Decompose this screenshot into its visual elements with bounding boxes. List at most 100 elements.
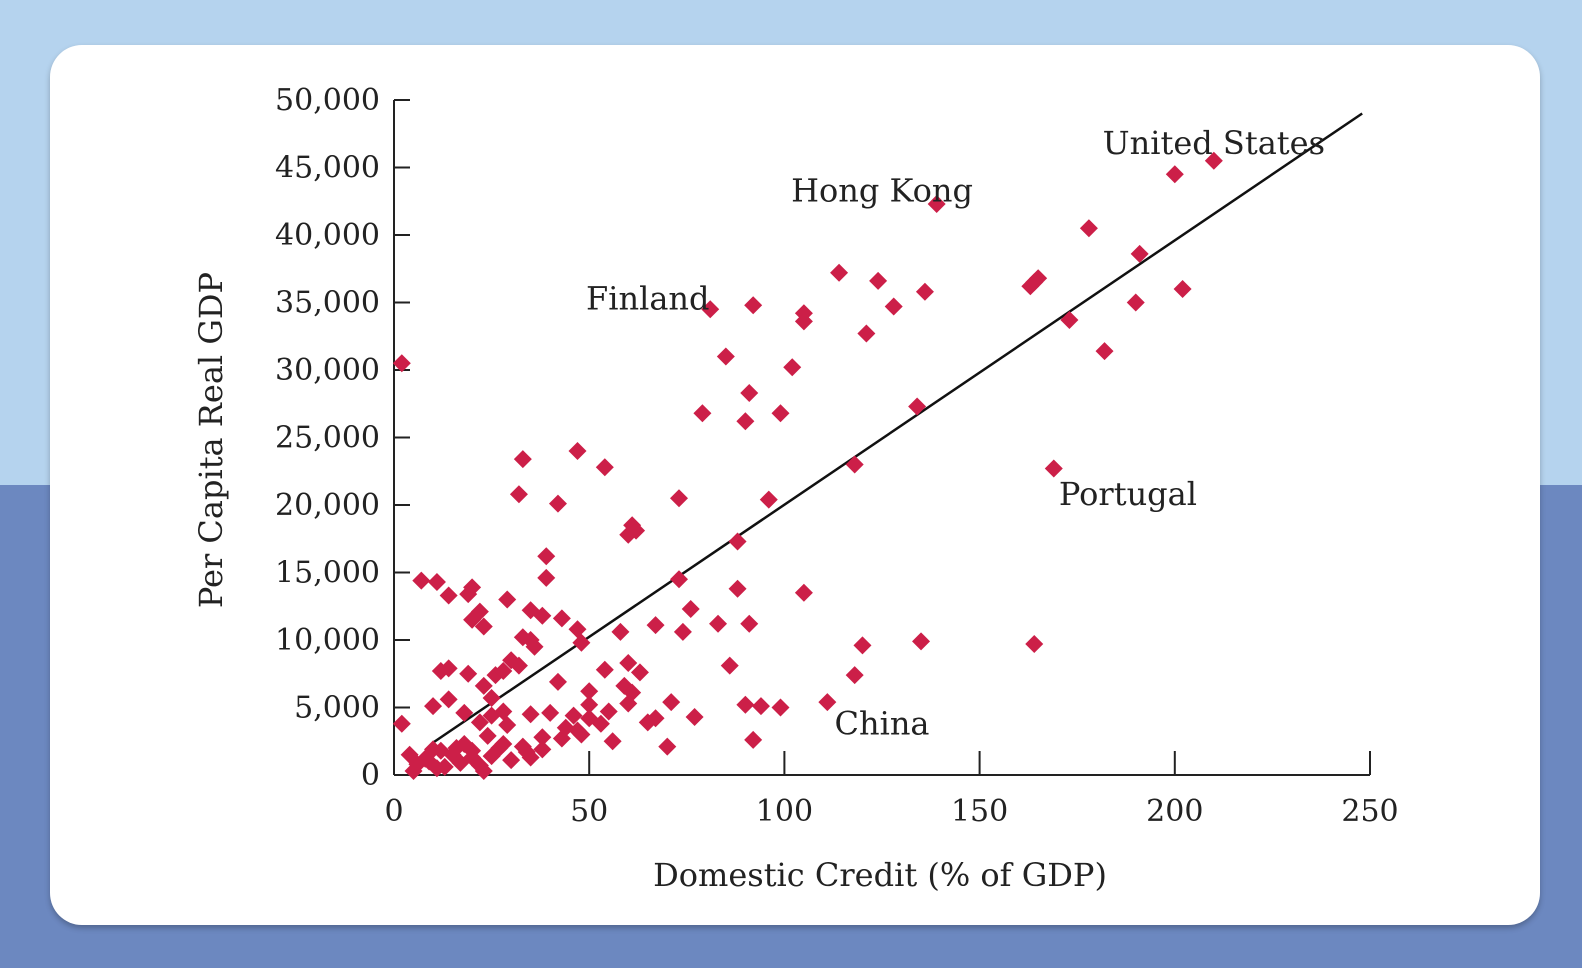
- data-point: [533, 728, 552, 747]
- data-point: [603, 732, 622, 751]
- data-point: [915, 282, 934, 301]
- data-point: [404, 761, 423, 780]
- data-point: [630, 663, 649, 682]
- data-point: [740, 383, 759, 402]
- y-tick-label: 10,000: [275, 623, 380, 658]
- data-point: [572, 725, 591, 744]
- x-tick-label: 0: [384, 794, 403, 829]
- data-point: [568, 620, 587, 639]
- data-point: [470, 713, 489, 732]
- data-point: [646, 616, 665, 635]
- annotation-label: Hong Kong: [791, 171, 973, 209]
- data-point: [509, 485, 528, 504]
- data-point: [1025, 635, 1044, 654]
- data-point: [669, 570, 688, 589]
- data-point: [771, 698, 790, 717]
- annotation-label: Portugal: [1059, 475, 1197, 513]
- data-point: [427, 759, 446, 778]
- data-point: [599, 702, 618, 721]
- data-points: [392, 151, 1223, 780]
- data-point: [1173, 280, 1192, 298]
- data-point: [611, 622, 630, 641]
- data-point: [521, 748, 540, 767]
- data-point: [845, 455, 864, 474]
- data-point: [478, 726, 497, 745]
- data-point: [548, 672, 567, 691]
- data-point: [494, 702, 513, 721]
- data-point: [439, 586, 458, 605]
- annotations: United States Hong Kong Finland Portugal Chi…: [586, 124, 1325, 743]
- data-point: [494, 734, 513, 753]
- data-point: [736, 695, 755, 714]
- data-point: [830, 263, 849, 282]
- data-point: [728, 579, 747, 598]
- data-point: [463, 610, 482, 629]
- data-point: [853, 636, 872, 655]
- data-point: [658, 737, 677, 756]
- data-point: [662, 693, 681, 712]
- data-point: [673, 622, 692, 641]
- data-point: [884, 297, 903, 316]
- data-point: [474, 676, 493, 695]
- data-point: [564, 706, 583, 725]
- data-point: [451, 753, 470, 772]
- data-point: [580, 682, 599, 701]
- data-point: [595, 458, 614, 477]
- data-point: [533, 606, 552, 625]
- data-point: [502, 751, 521, 770]
- data-point: [845, 666, 864, 685]
- y-axis-title: Per Capita Real GDP: [192, 272, 230, 608]
- data-point: [1130, 244, 1149, 263]
- data-point: [619, 694, 638, 713]
- data-point: [463, 741, 482, 760]
- data-point: [709, 614, 728, 633]
- y-tick-label: 35,000: [275, 286, 380, 321]
- data-point: [537, 547, 556, 566]
- data-point: [513, 450, 532, 469]
- data-point: [1126, 293, 1145, 312]
- y-tick-label: 5,000: [294, 691, 380, 726]
- data-point: [912, 632, 931, 651]
- data-point: [498, 590, 517, 609]
- chart-card: [50, 45, 1540, 925]
- y-tick-label: 40,000: [275, 218, 380, 253]
- x-tick-label: 200: [1146, 794, 1203, 829]
- data-point: [1044, 459, 1063, 478]
- trend-line: [432, 112, 1363, 744]
- y-tick-label: 20,000: [275, 488, 380, 523]
- data-point: [927, 194, 946, 213]
- y-tick-label: 50,000: [275, 83, 380, 118]
- data-point: [591, 714, 610, 733]
- data-point: [736, 412, 755, 431]
- data-point: [412, 571, 431, 590]
- data-point: [392, 354, 411, 373]
- data-point: [1079, 219, 1098, 238]
- data-point: [541, 703, 560, 722]
- data-point: [1095, 342, 1114, 361]
- data-point: [701, 300, 720, 319]
- data-point: [459, 664, 478, 683]
- data-point: [740, 614, 759, 633]
- data-point: [439, 659, 458, 678]
- data-point: [744, 730, 763, 749]
- x-tick-label: 150: [951, 794, 1008, 829]
- data-point: [482, 747, 501, 766]
- data-point: [482, 689, 501, 708]
- data-point: [459, 585, 478, 604]
- data-point: [685, 707, 704, 726]
- y-tick-label: 15,000: [275, 556, 380, 591]
- data-point: [681, 599, 700, 618]
- data-point: [744, 296, 763, 315]
- data-point: [619, 653, 638, 672]
- data-point: [751, 697, 770, 716]
- data-point: [509, 656, 528, 675]
- data-point: [548, 494, 567, 513]
- data-point: [869, 271, 888, 290]
- data-point: [908, 397, 927, 416]
- data-point: [720, 656, 739, 675]
- data-point: [474, 617, 493, 636]
- data-point: [595, 660, 614, 679]
- x-axis-title: Domestic Credit (% of GDP): [653, 856, 1107, 894]
- annotation-label: China: [834, 705, 929, 743]
